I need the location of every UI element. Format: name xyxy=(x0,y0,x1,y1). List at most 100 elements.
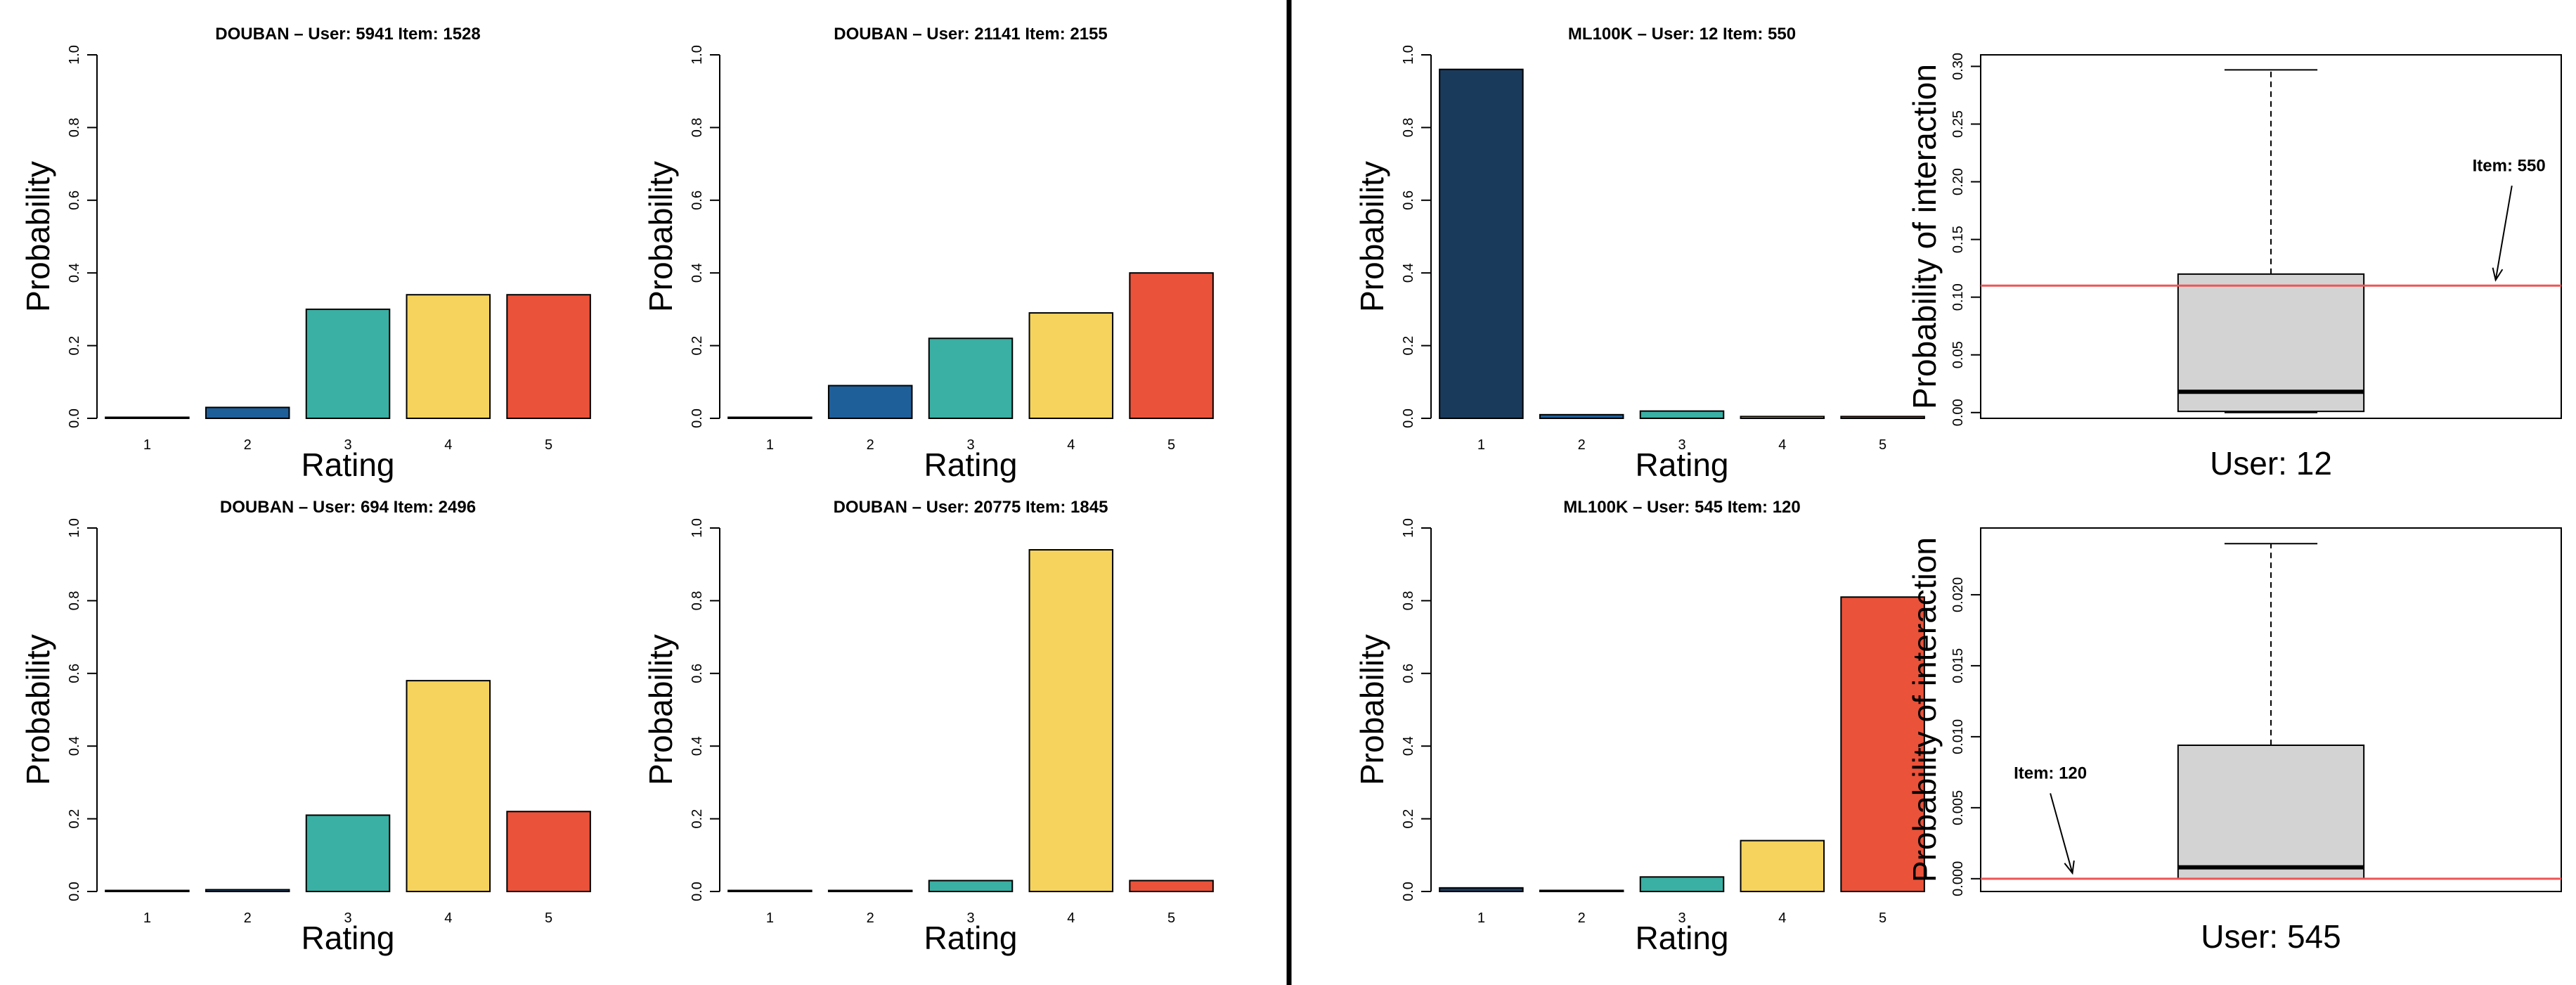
y-tick-label: 0.00 xyxy=(1950,399,1966,426)
chart-title: DOUBAN – User: 21141 Item: 2155 xyxy=(834,25,1108,44)
x-tick-label: 3 xyxy=(966,910,974,926)
y-tick-label: 0.4 xyxy=(1401,736,1416,756)
y-axis-label: Probability of interaction xyxy=(1906,64,1943,409)
y-tick-label: 1.0 xyxy=(690,518,705,538)
y-tick-label: 0.015 xyxy=(1950,648,1966,683)
x-tick-label: 4 xyxy=(1778,437,1786,453)
bar-rating-4 xyxy=(1740,416,1825,419)
y-tick-label: 0.0 xyxy=(1401,882,1416,901)
bar-rating-1 xyxy=(1439,887,1524,892)
y-tick-label: 0.005 xyxy=(1950,790,1966,825)
y-axis-label: Probability xyxy=(1354,161,1390,312)
chart-title: DOUBAN – User: 20775 Item: 1845 xyxy=(834,498,1108,517)
annotation-arrow-head xyxy=(2492,267,2504,282)
x-axis-label: User: 12 xyxy=(2210,445,2332,482)
bar-rating-5 xyxy=(506,811,591,893)
x-tick-label: 5 xyxy=(1167,910,1175,926)
bar-chart-3: DOUBAN – User: 20775 Item: 1845 0.0 0.2 0.4… xyxy=(642,498,1214,956)
y-tick-label: 0.8 xyxy=(67,117,82,137)
x-tick-label: 3 xyxy=(966,437,974,453)
x-tick-label: 2 xyxy=(867,437,874,453)
bar-rating-2 xyxy=(827,889,913,892)
x-tick-label: 3 xyxy=(1678,437,1685,453)
bar-chart-4: ML100K – User: 12 Item: 550 0.0 0.2 0.4 0.6 0… xyxy=(1354,25,1925,483)
y-tick-label: 0.6 xyxy=(67,664,82,683)
x-tick-label: 1 xyxy=(143,437,151,453)
iqr-box xyxy=(2177,273,2365,413)
y-tick-label: 0.020 xyxy=(1950,577,1966,612)
y-tick-label: 1.0 xyxy=(1401,518,1416,538)
bar-rating-3 xyxy=(1639,410,1725,419)
y-tick-label: 0.0 xyxy=(1401,408,1416,428)
y-axis-label: Probability xyxy=(20,161,56,312)
x-tick-label: 5 xyxy=(1167,437,1175,453)
y-tick-label: 0.30 xyxy=(1950,53,1966,80)
y-tick-label: 0.8 xyxy=(690,117,705,137)
y-tick-label: 0.4 xyxy=(690,736,705,756)
y-tick-label: 0.010 xyxy=(1950,719,1966,754)
y-tick-label: 0.2 xyxy=(1401,336,1416,356)
bar-rating-1 xyxy=(105,889,190,892)
x-tick-label: 2 xyxy=(244,910,252,926)
x-tick-label: 1 xyxy=(1477,437,1485,453)
bar-rating-2 xyxy=(205,406,290,419)
y-axis-label: Probability xyxy=(20,634,56,785)
x-axis-label: Rating xyxy=(1636,446,1729,483)
x-tick-label: 5 xyxy=(1879,910,1886,926)
y-tick-label: 0.2 xyxy=(690,336,705,356)
y-tick-label: 0.2 xyxy=(1401,809,1416,829)
y-tick-label: 0.0 xyxy=(690,882,705,901)
bar-rating-2 xyxy=(205,889,290,893)
y-tick-label: 0.4 xyxy=(67,263,82,283)
bar-rating-4 xyxy=(1028,549,1114,893)
item-annotation-label: Item: 550 xyxy=(2473,156,2546,175)
annotation-arrow-shaft xyxy=(2494,185,2513,281)
y-tick-label: 0.6 xyxy=(690,664,705,683)
item-annotation-label: Item: 120 xyxy=(2014,764,2087,783)
y-tick-label: 0.4 xyxy=(67,736,82,756)
chart-title: ML100K – User: 545 Item: 120 xyxy=(1563,498,1801,517)
bar-rating-1 xyxy=(1439,68,1524,420)
y-tick-label: 1.0 xyxy=(67,45,82,65)
x-axis-label: Rating xyxy=(924,446,1018,483)
charts: DOUBAN – User: 5941 Item: 1528 0.0 0.2 0.4 0… xyxy=(20,25,2562,956)
x-axis-label: Rating xyxy=(302,446,395,483)
y-tick-label: 0.2 xyxy=(67,809,82,829)
y-tick-label: 0.20 xyxy=(1950,168,1966,195)
bar-rating-3 xyxy=(305,308,391,419)
y-tick-label: 0.0 xyxy=(67,882,82,901)
x-tick-label: 4 xyxy=(1778,910,1786,926)
bar-rating-4 xyxy=(1028,312,1114,419)
x-tick-label: 3 xyxy=(344,910,351,926)
bar-rating-5 xyxy=(1840,596,1925,892)
y-tick-label: 0.6 xyxy=(1401,664,1416,683)
iqr-box xyxy=(2177,744,2365,880)
bar-rating-2 xyxy=(1539,413,1624,420)
bar-rating-2 xyxy=(1539,889,1624,892)
x-tick-label: 2 xyxy=(867,910,874,926)
y-tick-label: 0.8 xyxy=(1401,117,1416,137)
x-axis-label: User: 545 xyxy=(2201,918,2341,955)
bar-rating-5 xyxy=(1129,880,1214,892)
x-tick-label: 1 xyxy=(766,437,774,453)
x-tick-label: 3 xyxy=(1678,910,1685,926)
x-tick-label: 4 xyxy=(1067,437,1075,453)
box-chart-7: 0.000 0.005 0.010 0.015 0.020 Probability of … xyxy=(1906,527,2562,955)
y-axis-label: Probability xyxy=(1354,634,1390,785)
x-axis-label: Rating xyxy=(924,920,1018,956)
x-tick-label: 1 xyxy=(766,910,774,926)
bar-rating-1 xyxy=(105,416,190,419)
y-tick-label: 0.8 xyxy=(1401,591,1416,610)
bar-rating-4 xyxy=(1740,839,1825,892)
bar-rating-4 xyxy=(406,680,491,892)
y-tick-label: 0.6 xyxy=(1401,191,1416,210)
y-axis-label: Probability xyxy=(642,161,679,312)
y-tick-label: 0.2 xyxy=(690,809,705,829)
y-tick-label: 1.0 xyxy=(67,518,82,538)
y-tick-label: 0.4 xyxy=(1401,263,1416,283)
y-tick-label: 1.0 xyxy=(690,45,705,65)
y-axis-label: Probability of interaction xyxy=(1906,537,1943,882)
y-tick-label: 0.4 xyxy=(690,263,705,283)
annotation-arrow-head xyxy=(2064,860,2075,875)
y-tick-label: 1.0 xyxy=(1401,45,1416,65)
